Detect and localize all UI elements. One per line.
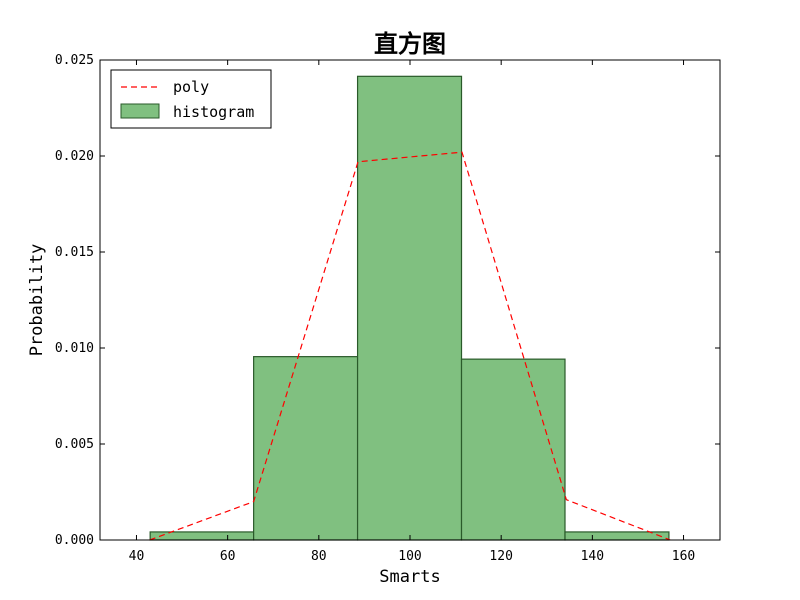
- y-tick-label-4: 0.020: [55, 149, 94, 164]
- legend-histogram-swatch: [120, 103, 160, 119]
- x-tick-label-80: 80: [311, 549, 327, 564]
- y-tick-label-3: 0.015: [55, 245, 94, 260]
- histogram-bar-5: [564, 531, 670, 541]
- histogram-bar-1: [149, 531, 255, 541]
- histogram-bar-3: [356, 75, 463, 541]
- x-tick-label-100: 100: [398, 549, 421, 564]
- legend-histogram-label: histogram: [173, 103, 254, 121]
- y-tick-label-2: 0.010: [55, 341, 94, 356]
- poly-line: [149, 151, 671, 541]
- y-tick-label-5: 0.025: [55, 53, 94, 68]
- chart-title: 直方图: [374, 30, 446, 58]
- legend-poly-label: poly: [173, 78, 209, 96]
- x-tick-label-60: 60: [220, 549, 236, 564]
- histogram-bar-4: [460, 358, 566, 541]
- x-tick-label-120: 120: [489, 549, 512, 564]
- y-axis-label: Probability: [27, 244, 47, 357]
- y-tick-label-0: 0.000: [55, 533, 94, 548]
- y-tick-label-1: 0.005: [55, 437, 94, 452]
- x-tick-label-40: 40: [129, 549, 145, 564]
- x-tick-label-160: 160: [672, 549, 695, 564]
- x-tick-label-140: 140: [581, 549, 604, 564]
- x-axis-label: Smarts: [379, 567, 440, 587]
- histogram-bar-2: [253, 356, 359, 541]
